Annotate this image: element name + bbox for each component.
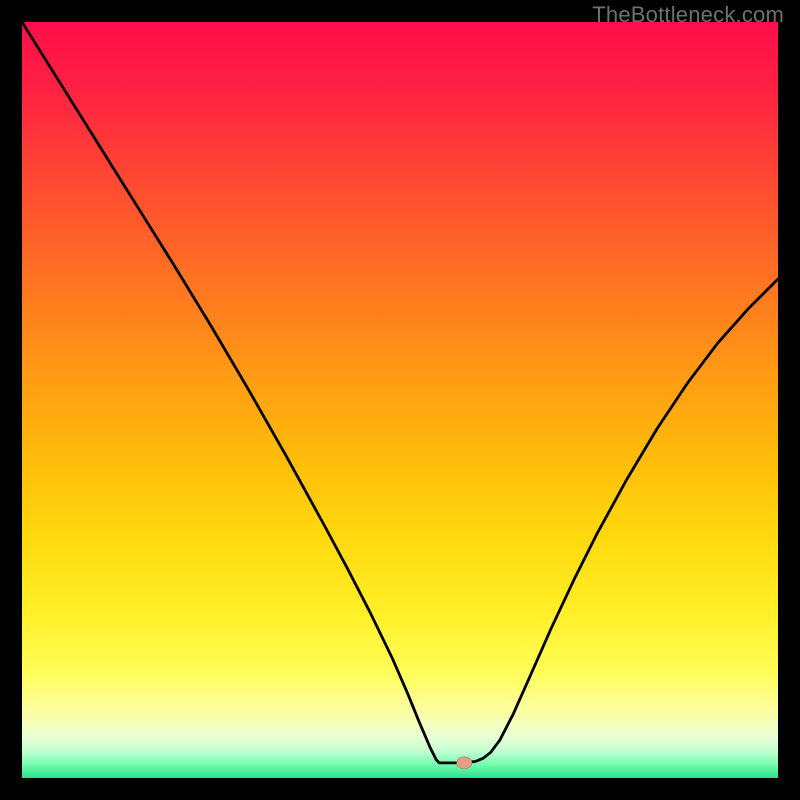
optimal-point-marker (457, 757, 472, 769)
plot-area (22, 22, 778, 778)
chart-container: TheBottleneck.com (0, 0, 800, 800)
gradient-background (22, 22, 778, 778)
plot-svg (22, 22, 778, 778)
